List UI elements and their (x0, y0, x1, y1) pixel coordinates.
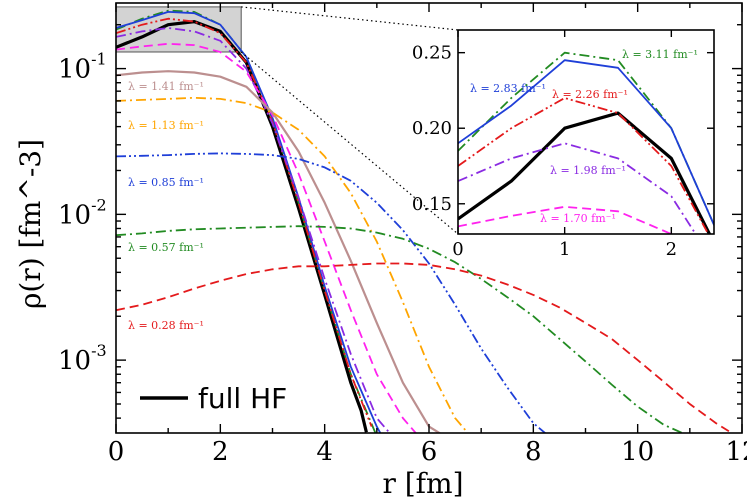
inset-series-line-1-70-fm (458, 205, 673, 234)
inset-series-label-1-70-fm: λ = 1.70 fm⁻¹ (540, 212, 616, 225)
inset-series-line-1-13-fm (458, 335, 747, 355)
inset-series-line-3-11-fm (458, 51, 714, 228)
y-tick-label: 10-3 (58, 341, 107, 376)
x-axis-title: r [fm] (382, 467, 463, 500)
y-tick-label: 10-2 (58, 195, 107, 230)
inset-series-line-2-26-fm (458, 97, 710, 234)
inset-y-tick-label: 0.25 (412, 43, 452, 64)
series-line-0-57-fm (116, 225, 685, 433)
inset-x-tick-label: 0 (452, 239, 463, 260)
series-line-1-41-fm (116, 70, 442, 433)
series-label-0-28-fm: λ = 0.28 fm⁻¹ (128, 319, 204, 332)
inset-series-line-2-83-fm (458, 59, 714, 228)
y-tick-label: 10-1 (58, 50, 107, 85)
series-label-1-13-fm: λ = 1.13 fm⁻¹ (128, 119, 204, 132)
y-tick-exponent: -1 (91, 50, 107, 69)
y-axis-title: ρ(r) [fm^-3] (14, 139, 47, 309)
x-tick-label: 6 (421, 437, 438, 467)
inset-y-tick-label: 0.15 (412, 194, 452, 215)
x-tick-label: 4 (316, 437, 333, 467)
inset-plot: 0 1 2 0.15 0.20 0.25 λ = 3.11 fm⁻¹ λ = 2.83 fm⁻… (412, 29, 747, 427)
series-line-1-70-fm (116, 42, 417, 433)
legend: full HF (140, 382, 287, 415)
inset-series-line-1-98-fm (458, 142, 697, 234)
y-tick-exponent: -3 (91, 341, 107, 360)
series-label-1-41-fm: λ = 1.41 fm⁻¹ (128, 80, 204, 93)
inset-series-label-1-98-fm: λ = 1.98 fm⁻¹ (550, 164, 626, 177)
legend-label-full-hf: full HF (198, 382, 287, 415)
inset-series-group (458, 51, 747, 427)
inset-series-line-full-hf (458, 111, 712, 234)
series-line-0-85-fm (116, 152, 547, 433)
x-tick-label: 8 (525, 437, 542, 467)
series-label-0-57-fm: λ = 0.57 fm⁻¹ (128, 241, 204, 254)
inset-series-line-0-57-fm (458, 418, 747, 420)
inset-x-tick-label: 1 (559, 239, 570, 260)
inset-series-label-2-83-fm: λ = 2.83 fm⁻¹ (470, 82, 546, 95)
x-tick-label: 10 (621, 437, 654, 467)
main-series-group (116, 9, 734, 433)
inset-x-tick-label: 2 (666, 239, 677, 260)
x-tick-label: 0 (108, 437, 125, 467)
x-tick-label: 12 (725, 437, 747, 467)
series-line-0-28-fm (116, 262, 734, 433)
series-line-2-26-fm (116, 17, 373, 427)
series-line-2-83-fm (116, 11, 382, 433)
main-plot: λ = 1.41 fm⁻¹ λ = 1.13 fm⁻¹ λ = 0.85 fm⁻¹ λ… (14, 2, 747, 500)
y-tick-exponent: -2 (91, 195, 107, 214)
inset-series-label-3-11-fm: λ = 3.11 fm⁻¹ (622, 48, 698, 61)
series-line-1-98-fm (116, 27, 391, 433)
series-line-3-11-fm (116, 9, 377, 433)
x-tick-label: 2 (212, 437, 229, 467)
series-line-1-13-fm (116, 96, 470, 433)
inset-series-line-1-41-fm (458, 285, 747, 355)
inset-axes-frame (457, 29, 715, 235)
zoom-connector-top (241, 6, 459, 31)
inset-series-line-0-28-fm (458, 424, 747, 427)
inset-series-line-0-85-fm (458, 391, 747, 393)
inset-y-tick-label: 0.20 (412, 118, 452, 139)
inset-series-label-2-26-fm: λ = 2.26 fm⁻¹ (552, 88, 628, 101)
series-label-0-85-fm: λ = 0.85 fm⁻¹ (128, 176, 204, 189)
